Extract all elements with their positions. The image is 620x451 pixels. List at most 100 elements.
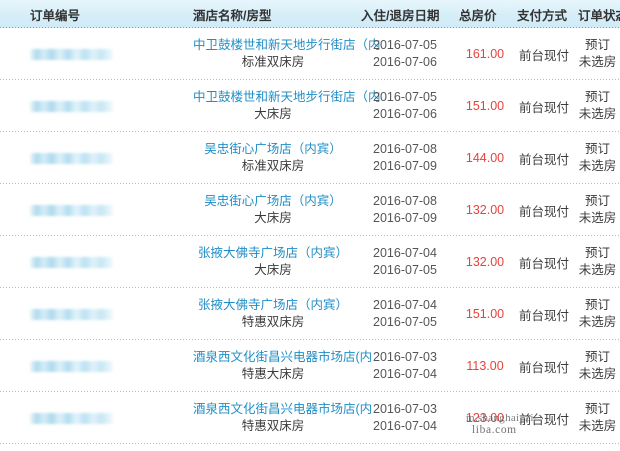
hotel-name-link[interactable]: 张掖大佛寺广场店（内宾）: [197, 246, 348, 260]
payment-cell: 前台现付: [513, 97, 575, 116]
room-selection-status: 未选房: [578, 419, 617, 433]
order-status: 预订: [584, 402, 610, 416]
order-no-cell[interactable]: [0, 100, 193, 112]
payment-method: 前台现付: [518, 256, 569, 271]
payment-cell: 前台现付: [513, 409, 575, 428]
column-header-payment: 支付方式: [517, 8, 568, 23]
hotel-name-link[interactable]: 中卫鼓楼世和新天地步行街店（内: [193, 38, 381, 52]
hotel-cell: 酒泉西文化街昌兴电器市场店(内 特惠双床房: [193, 401, 373, 435]
check-in-date: 2016-07-03: [373, 350, 437, 364]
order-no-redacted: [30, 204, 113, 216]
order-no-redacted: [30, 256, 113, 268]
table-row[interactable]: 中卫鼓楼世和新天地步行街店（内 标准双床房 2016-07-05 2016-07…: [0, 28, 620, 80]
price-cell: 132.00: [457, 255, 513, 269]
room-selection-status: 未选房: [578, 315, 617, 329]
column-header-dates: 入住/退房日期: [361, 8, 440, 23]
order-status: 预订: [584, 246, 610, 260]
room-selection-status: 未选房: [578, 367, 617, 381]
date-cell: 2016-07-04 2016-07-05: [353, 245, 457, 279]
table-row[interactable]: 中卫鼓楼世和新天地步行街店（内 大床房 2016-07-05 2016-07-0…: [0, 80, 620, 132]
date-cell: 2016-07-04 2016-07-05: [353, 297, 457, 331]
check-out-date: 2016-07-05: [373, 315, 437, 329]
check-out-date: 2016-07-06: [373, 55, 437, 69]
table-row[interactable]: 张掖大佛寺广场店（内宾） 大床房 2016-07-04 2016-07-05 1…: [0, 236, 620, 288]
price-cell: 151.00: [457, 307, 513, 321]
hotel-name-link[interactable]: 吴忠街心广场店（内宾）: [204, 142, 342, 156]
check-in-date: 2016-07-03: [373, 402, 437, 416]
date-cell: 2016-07-03 2016-07-04: [353, 349, 457, 383]
order-no-cell[interactable]: [0, 256, 193, 268]
hotel-name-link[interactable]: 吴忠街心广场店（内宾）: [204, 194, 342, 208]
check-in-date: 2016-07-08: [373, 194, 437, 208]
date-cell: 2016-07-08 2016-07-09: [353, 141, 457, 175]
room-type-label: 大床房: [254, 211, 292, 225]
price-cell: 113.00: [457, 359, 513, 373]
hotel-name-link[interactable]: 中卫鼓楼世和新天地步行街店（内: [193, 90, 381, 104]
payment-cell: 前台现付: [513, 357, 575, 376]
table-row[interactable]: 吴忠街心广场店（内宾） 标准双床房 2016-07-08 2016-07-09 …: [0, 132, 620, 184]
room-type-label: 标准双床房: [241, 55, 305, 69]
column-header-price: 总房价: [459, 8, 497, 23]
order-status: 预订: [584, 142, 610, 156]
table-row[interactable]: 酒泉西文化街昌兴电器市场店(内 特惠双床房 2016-07-03 2016-07…: [0, 392, 620, 444]
column-header-order-no: 订单编号: [30, 8, 81, 23]
payment-method: 前台现付: [518, 100, 569, 115]
hotel-cell: 酒泉西文化街昌兴电器市场店(内 特惠大床房: [193, 349, 373, 383]
table-row[interactable]: 酒泉西文化街昌兴电器市场店(内 特惠大床房 2016-07-03 2016-07…: [0, 340, 620, 392]
payment-method: 前台现付: [518, 204, 569, 219]
price-cell: 132.00: [457, 203, 513, 217]
check-out-date: 2016-07-06: [373, 107, 437, 121]
status-cell: 预订 未选房: [575, 245, 620, 279]
order-status: 预订: [584, 298, 610, 312]
order-status: 预订: [584, 90, 610, 104]
order-status: 预订: [584, 350, 610, 364]
status-cell: 预订 未选房: [575, 401, 620, 435]
total-price: 151.00: [465, 99, 505, 113]
date-cell: 2016-07-05 2016-07-06: [353, 89, 457, 123]
check-out-date: 2016-07-09: [373, 211, 437, 225]
status-cell: 预订 未选房: [575, 297, 620, 331]
table-row[interactable]: 吴忠街心广场店（内宾） 大床房 2016-07-08 2016-07-09 13…: [0, 184, 620, 236]
date-cell: 2016-07-08 2016-07-09: [353, 193, 457, 227]
status-cell: 预订 未选房: [575, 89, 620, 123]
hotel-cell: 中卫鼓楼世和新天地步行街店（内 大床房: [193, 89, 381, 123]
check-out-date: 2016-07-04: [373, 419, 437, 433]
order-no-cell[interactable]: [0, 360, 193, 372]
room-type-label: 特惠大床房: [241, 367, 305, 381]
total-price: 151.00: [465, 307, 505, 321]
price-cell: 151.00: [457, 99, 513, 113]
room-selection-status: 未选房: [578, 107, 617, 121]
order-no-cell[interactable]: [0, 152, 193, 164]
room-selection-status: 未选房: [578, 159, 617, 173]
payment-method: 前台现付: [518, 412, 569, 427]
check-out-date: 2016-07-09: [373, 159, 437, 173]
room-selection-status: 未选房: [578, 211, 617, 225]
check-in-date: 2016-07-04: [373, 246, 437, 260]
total-price: 123.00: [465, 411, 505, 425]
column-header-status: 订单状态: [578, 8, 620, 23]
order-no-cell[interactable]: [0, 48, 193, 60]
table-header-row: 订单编号 酒店名称/房型 入住/退房日期 总房价 支付方式 订单状态: [0, 0, 620, 28]
hotel-name-link[interactable]: 酒泉西文化街昌兴电器市场店(内: [193, 402, 373, 416]
hotel-cell: 吴忠街心广场店（内宾） 大床房: [193, 193, 353, 227]
status-cell: 预订 未选房: [575, 37, 620, 71]
payment-method: 前台现付: [518, 360, 569, 375]
hotel-name-link[interactable]: 酒泉西文化街昌兴电器市场店(内: [193, 350, 373, 364]
status-cell: 预订 未选房: [575, 349, 620, 383]
table-row[interactable]: 张掖大佛寺广场店（内宾） 特惠双床房 2016-07-04 2016-07-05…: [0, 288, 620, 340]
order-status: 预订: [584, 38, 610, 52]
order-no-cell[interactable]: [0, 412, 193, 424]
price-cell: 161.00: [457, 47, 513, 61]
check-in-date: 2016-07-05: [373, 90, 437, 104]
check-out-date: 2016-07-05: [373, 263, 437, 277]
total-price: 132.00: [465, 255, 505, 269]
order-no-cell[interactable]: [0, 204, 193, 216]
date-cell: 2016-07-05 2016-07-06: [353, 37, 457, 71]
order-no-redacted: [30, 308, 113, 320]
order-no-cell[interactable]: [0, 308, 193, 320]
hotel-name-link[interactable]: 张掖大佛寺广场店（内宾）: [197, 298, 348, 312]
payment-method: 前台现付: [518, 152, 569, 167]
room-type-label: 特惠双床房: [241, 315, 305, 329]
order-no-redacted: [30, 100, 113, 112]
